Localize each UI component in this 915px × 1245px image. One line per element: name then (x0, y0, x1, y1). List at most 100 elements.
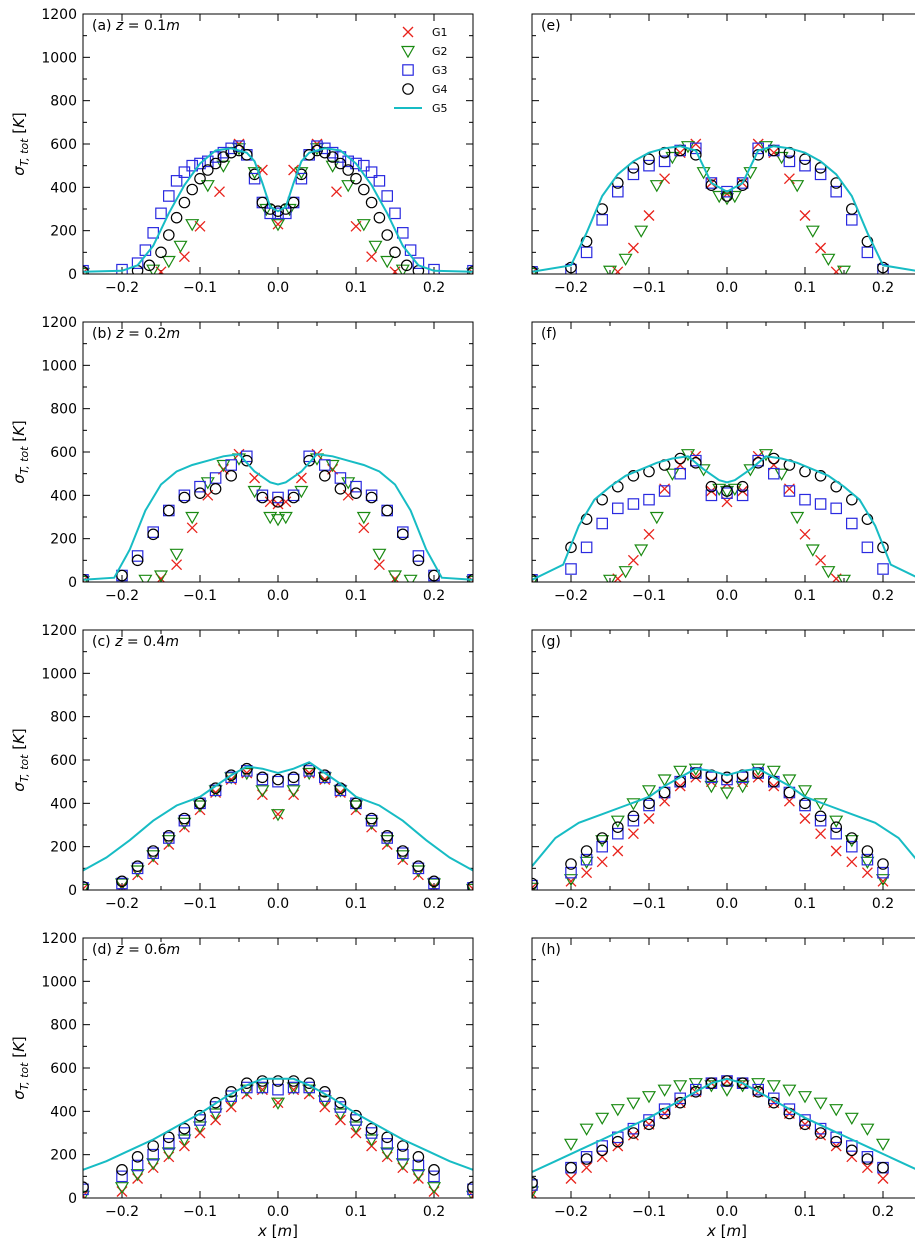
point-G3 (861, 853, 874, 866)
point-G2 (161, 835, 176, 848)
point-G3 (845, 517, 858, 530)
point-G4 (334, 1096, 347, 1109)
panel-b: −0.2 −0.1 0.0 0.1 0.2 0 200 400 600 800 1000 1200 (b… (10, 315, 474, 604)
panel-e: −0.2 −0.1 0.0 0.1 0.2 (e) (531, 13, 915, 296)
point-G3 (264, 207, 276, 220)
point-G1 (186, 522, 198, 534)
point-G3 (194, 157, 206, 170)
point-G4 (877, 1161, 889, 1174)
point-G3 (580, 246, 593, 259)
y-tick-label: 200 (50, 532, 77, 548)
panel-label: (c) z = 0.4m (92, 634, 179, 650)
point-G1 (752, 771, 764, 783)
panel-label: (a) z = 0.1m (92, 18, 180, 34)
point-G2 (395, 850, 410, 863)
point-G3 (611, 185, 624, 198)
point-G1 (83, 575, 89, 582)
point-G4 (845, 832, 858, 844)
point-G2 (579, 1123, 594, 1136)
point-G1 (877, 1173, 889, 1184)
point-G2 (673, 765, 688, 779)
point-G2 (532, 1186, 540, 1198)
point-G4 (658, 786, 671, 799)
point-G2 (790, 180, 805, 193)
point-G4 (116, 875, 128, 888)
point-G4 (381, 229, 393, 241)
point-G4 (318, 470, 331, 482)
point-G4 (627, 162, 640, 174)
point-G2 (380, 255, 395, 269)
point-G4 (412, 1151, 425, 1163)
point-G3 (627, 1122, 640, 1135)
legend-label: G2 (432, 45, 448, 58)
y-tick-label: 800 (50, 710, 77, 726)
y-tick-label: 600 (50, 1061, 77, 1077)
x-tick-label: 0.2 (872, 1204, 894, 1220)
point-G4 (565, 261, 577, 274)
point-G2 (380, 1147, 395, 1160)
x-tick-label: 0.1 (794, 588, 816, 604)
point-G1 (830, 845, 842, 857)
point-G1 (467, 883, 473, 890)
point-G2 (829, 1104, 844, 1117)
point-G1 (272, 1097, 284, 1109)
point-G4 (256, 491, 269, 504)
point-G4 (256, 771, 269, 784)
point-G4 (799, 1118, 811, 1131)
y-tick-label: 1200 (41, 623, 77, 639)
point-G4 (752, 457, 764, 469)
point-G3 (256, 773, 269, 786)
series-G3 (532, 454, 889, 582)
point-G3 (256, 1081, 269, 1094)
point-G2 (673, 1080, 688, 1093)
point-G3 (412, 550, 425, 562)
point-G2 (348, 1121, 364, 1134)
x-tick-label: 0.1 (345, 588, 367, 604)
point-G3 (131, 1159, 144, 1172)
point-G3 (170, 175, 183, 187)
point-G2 (426, 878, 442, 890)
point-G4 (752, 1086, 764, 1098)
y-tick-label: 0 (68, 575, 77, 591)
plot-frame (82, 629, 474, 891)
point-G2 (138, 574, 153, 582)
point-G2 (782, 1084, 797, 1097)
point-G3 (814, 814, 827, 827)
point-G1 (846, 1151, 858, 1163)
point-G2 (130, 1169, 145, 1182)
point-G1 (783, 173, 795, 185)
point-G4 (170, 211, 183, 224)
point-G4 (155, 246, 167, 259)
point-G4 (194, 797, 206, 810)
point-G2 (270, 1097, 286, 1110)
y-tick-label: 0 (68, 883, 77, 899)
point-G3 (627, 168, 640, 181)
series-layer (532, 138, 915, 274)
point-G3 (596, 840, 608, 853)
x-tick-label: 0.1 (794, 1204, 816, 1220)
point-G4 (272, 1075, 284, 1087)
point-G1 (674, 780, 686, 792)
point-G2 (782, 774, 797, 787)
point-G2 (153, 570, 169, 582)
point-G1 (532, 267, 538, 274)
point-G2 (805, 544, 820, 557)
point-G4 (643, 1118, 655, 1131)
point-G3 (381, 1138, 393, 1150)
point-G4 (861, 1153, 874, 1165)
plot-frame (531, 629, 915, 891)
point-G1 (272, 498, 284, 510)
legend-marker (402, 64, 414, 76)
point-G4 (627, 810, 640, 823)
panel-label: (b) z = 0.2m (92, 326, 180, 342)
point-G2 (169, 548, 184, 562)
point-G2 (602, 574, 618, 582)
point-G2 (797, 785, 813, 798)
point-G4 (373, 211, 386, 224)
point-G2 (247, 485, 262, 499)
point-G2 (766, 1080, 781, 1093)
point-G2 (657, 774, 672, 787)
point-G1 (815, 828, 827, 840)
x-tick-label: 0.0 (267, 896, 289, 912)
point-G2 (286, 785, 301, 798)
